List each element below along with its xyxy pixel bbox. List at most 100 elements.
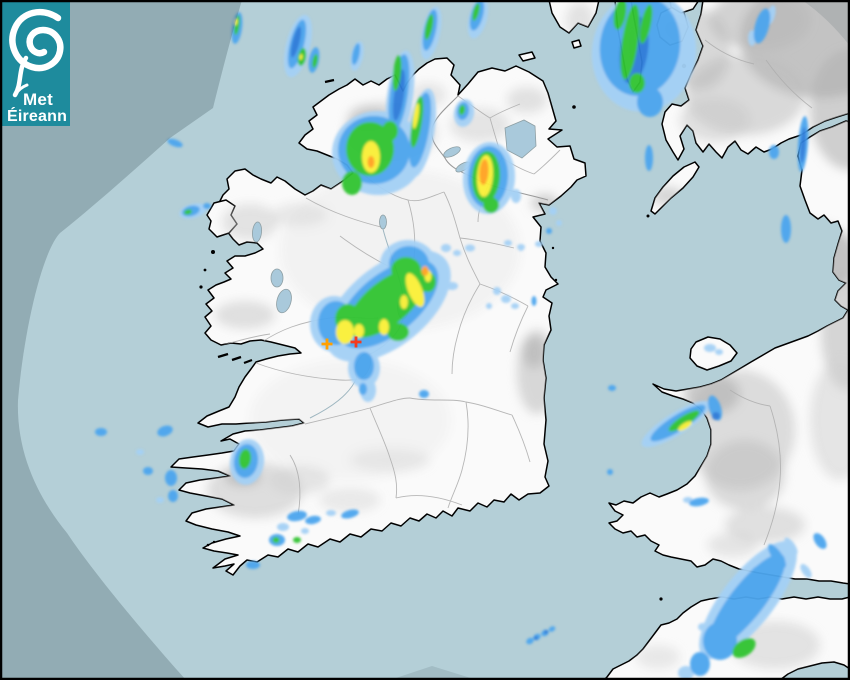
rain-very-light-cell — [136, 449, 144, 455]
rain-moderate-cell — [712, 412, 720, 420]
coverage-shade-west-arc — [0, 0, 242, 680]
rain-very-light-cell — [493, 287, 501, 295]
rain-light-cell — [781, 215, 791, 243]
logo-text-line2: Éireann — [7, 106, 67, 125]
rain-very-light-cell — [277, 523, 289, 531]
rain-very-light-cell — [549, 207, 557, 215]
rain-light-cell — [753, 8, 771, 44]
rain-light-cell — [689, 497, 709, 507]
met-eireann-logo: Met Éireann — [2, 2, 70, 126]
rain-light-cell — [341, 509, 359, 519]
rain-heavy-cell — [629, 73, 645, 93]
lightning-strike-older — [321, 338, 333, 350]
rain-light-cell — [767, 544, 787, 568]
rain-very-heavy-cell — [354, 324, 364, 338]
rain-heavy-cell — [392, 55, 402, 91]
rain-light-cell — [526, 637, 534, 645]
rain-very-light-cell — [453, 250, 461, 256]
rain-intense-cell — [479, 159, 489, 185]
rain-very-light-cell — [301, 528, 309, 534]
rain-heavy-cell — [458, 105, 466, 115]
rain-very-heavy-cell — [412, 103, 420, 129]
rain-very-heavy-cell — [678, 421, 692, 431]
rain-light-cell — [305, 515, 321, 525]
coverage-shade-northeast — [802, 0, 850, 46]
rain-very-light-cell — [800, 564, 812, 578]
logo-text-line1: Met — [23, 90, 53, 109]
rain-very-heavy-cell — [405, 273, 425, 307]
rain-heavy-cell — [613, 0, 627, 30]
rain-moderate-cell — [534, 636, 538, 640]
rain-light-cell — [165, 470, 177, 486]
rain-heavy-cell — [732, 638, 756, 658]
rain-heavy-cell — [238, 449, 252, 469]
rain-light-cell — [143, 467, 153, 475]
rain-light-cell — [690, 652, 710, 676]
rain-intense-cell — [421, 266, 429, 276]
rain-heavy-cell — [293, 537, 301, 543]
rain-very-light-cell — [518, 245, 524, 251]
rain-very-light-cell — [698, 623, 708, 631]
rain-heavy-cell — [483, 197, 499, 213]
rain-intense-cell — [367, 156, 375, 168]
rain-light-cell — [419, 390, 429, 398]
rain-very-light-cell — [556, 220, 562, 226]
precipitation-layer — [95, 0, 827, 680]
rain-very-light-cell — [504, 240, 512, 246]
rain-heavy-cell — [668, 410, 700, 432]
rain-light-cell — [167, 138, 183, 148]
rain-very-light-cell — [715, 349, 723, 355]
coverage-shade-west — [0, 0, 242, 680]
rain-very-light-cell — [156, 497, 164, 503]
rain-very-light-cell — [326, 510, 336, 516]
island-small-scottish — [571, 39, 582, 49]
rain-very-heavy-cell — [299, 54, 303, 60]
rain-heavy-cell — [382, 121, 398, 141]
rain-light-cell — [287, 510, 307, 522]
rain-very-light-cell — [678, 666, 694, 680]
rain-light-cell — [548, 626, 556, 632]
rain-light-cell — [750, 565, 774, 587]
rain-very-light-cell — [784, 537, 798, 555]
lightning-layer — [321, 336, 362, 350]
rain-very-heavy-cell — [400, 295, 408, 309]
lough-neagh — [504, 119, 537, 159]
rain-very-light-cell — [446, 282, 458, 290]
rain-light-cell — [637, 87, 663, 117]
rain-light-cell — [246, 561, 260, 569]
rain-light-cell — [95, 428, 107, 436]
rain-moderate-cell — [544, 630, 548, 634]
rain-light-cell — [813, 533, 827, 549]
rain-heavy-cell — [387, 323, 409, 341]
coverage-shade-south-wedge — [390, 666, 477, 680]
rain-light-cell — [351, 43, 361, 65]
rain-very-light-cell — [511, 303, 519, 309]
rain-heavy-cell — [272, 537, 280, 543]
rain-light-cell — [168, 490, 178, 502]
rain-heavy-cell — [312, 54, 318, 68]
rain-light-cell — [354, 352, 374, 380]
rain-heavy-cell — [342, 171, 362, 195]
rain-light-cell — [607, 469, 613, 475]
rain-heavy-cell — [620, 4, 640, 80]
rain-light-cell — [608, 385, 616, 391]
rain-very-light-cell — [465, 244, 475, 252]
rain-heavy-cell — [472, 3, 480, 21]
rain-light-cell — [531, 296, 537, 306]
rain-light-cell — [645, 145, 653, 171]
rain-heavy-cell — [184, 209, 192, 215]
rain-very-heavy-cell — [336, 320, 354, 344]
islets — [199, 63, 687, 601]
rain-very-heavy-cell — [234, 18, 238, 26]
rain-moderate-cell — [800, 127, 806, 163]
rain-heavy-cell — [639, 4, 653, 44]
lightning-strike-recent — [350, 336, 362, 348]
rain-heavy-cell — [424, 14, 434, 40]
rain-very-heavy-cell — [379, 319, 389, 335]
rain-light-cell — [359, 383, 367, 395]
rain-very-light-cell — [704, 344, 716, 352]
